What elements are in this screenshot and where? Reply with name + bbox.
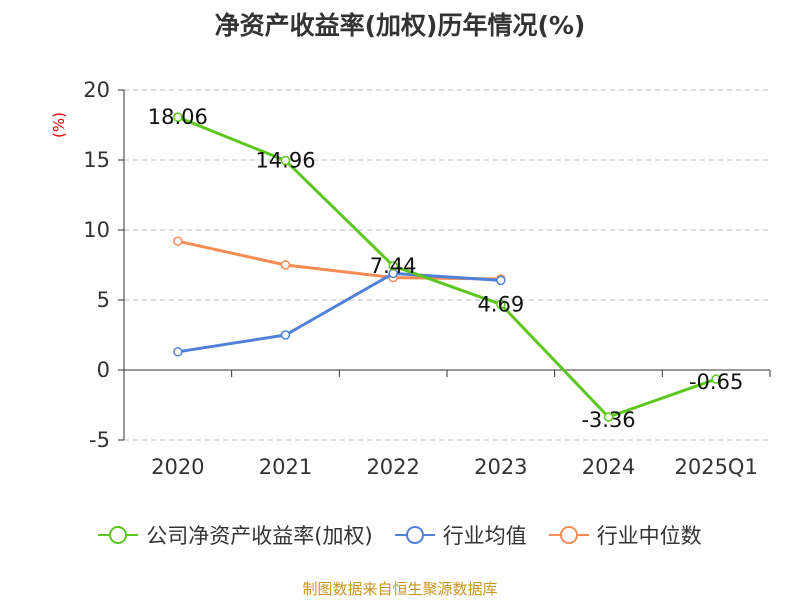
series-point-2 [173,236,183,246]
data-label: 7.44 [370,254,417,278]
y-tick-label: 0 [97,358,110,382]
series-point-0 [280,155,291,166]
chart-legend: 公司净资产收益率(加权) 行业均值 行业中位数 [0,520,800,550]
legend-label-industry-mean: 行业均值 [442,524,527,548]
y-tick-label: -5 [89,428,110,452]
x-tick-label: 2023 [474,455,527,479]
series-line-0 [176,115,718,419]
y-tick-label: 10 [83,218,110,242]
x-tick-label: 2025Q1 [674,455,757,479]
series-line-1 [176,271,503,354]
series-point-0 [173,112,183,122]
x-tick-label: 2021 [259,455,312,479]
y-tick-label: 15 [83,148,110,172]
data-label: 14.96 [255,149,315,173]
legend-label-industry-median: 行业中位数 [596,524,702,548]
series-point-0 [496,299,506,310]
legend-item-industry-median[interactable]: 行业中位数 [548,520,702,550]
y-tick-label: 5 [97,288,110,312]
series-point-0 [603,412,614,422]
data-source-note: 制图数据来自恒生聚源数据库 [302,580,498,598]
x-tick-label: 2022 [366,455,419,479]
legend-marker-industry-median [548,526,589,544]
chart-title: 净资产收益率(加权)历年情况(%) [214,11,586,40]
legend-marker-industry-mean [394,526,435,544]
x-tick-label: 2024 [582,455,635,479]
legend-label-company: 公司净资产收益率(加权) [146,524,373,548]
data-label: 4.69 [477,292,524,316]
legend-item-industry-mean[interactable]: 行业均值 [394,520,527,550]
series-point-1 [280,330,291,340]
data-label: -0.65 [689,370,743,394]
series-point-1 [173,347,183,357]
y-tick-label: 20 [83,78,110,102]
data-label: -3.36 [581,408,635,432]
x-tick-label: 2020 [151,455,204,479]
legend-marker-company [98,526,139,544]
series-point-1 [496,275,506,286]
data-label: 18.06 [148,105,208,129]
legend-item-company[interactable]: 公司净资产收益率(加权) [98,520,373,550]
series-point-0 [388,261,398,271]
series-point-0 [711,374,721,384]
series-point-2 [280,260,291,270]
series-line-2 [176,239,503,281]
